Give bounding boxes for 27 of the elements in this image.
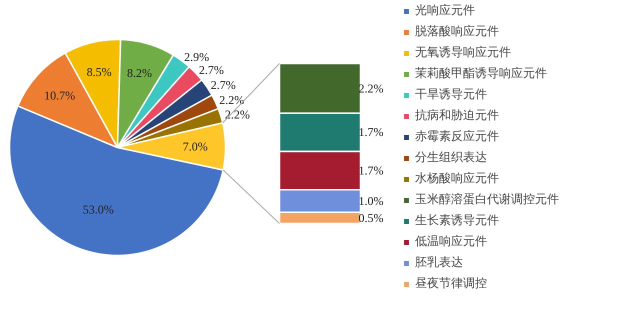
legend-label: 干旱诱导元件 (415, 86, 487, 103)
data-label: 7.0% (182, 140, 208, 154)
data-label: 1.7% (358, 125, 384, 140)
data-label: 2.9% (184, 50, 210, 64)
data-label: 1.0% (358, 194, 384, 208)
data-label: 10.7% (44, 88, 76, 103)
legend-label: 光响应元件 (415, 2, 475, 19)
legend-label: 玉米醇溶蛋白代谢调控元件 (415, 191, 559, 208)
data-label: 8.2% (126, 66, 152, 80)
data-label: 2.2% (224, 107, 250, 122)
data-label: 8.5% (86, 64, 112, 79)
data-label: 2.7% (210, 78, 236, 92)
legend-label: 分生组织表达 (415, 149, 487, 166)
legend-label: 水杨酸响应元件 (415, 170, 499, 187)
legend-label: 抗病和胁迫元件 (415, 107, 499, 124)
data-label: 53.0% (82, 202, 114, 216)
legend-label: 无氧诱导响应元件 (415, 44, 511, 61)
legend-label: 茉莉酸甲酯诱导响应元件 (415, 65, 547, 82)
data-label: 2.2% (219, 92, 244, 107)
legend-label: 昼夜节律调控 (415, 275, 487, 292)
legend-label: 生长素诱导元件 (415, 212, 499, 229)
data-label: 2.7% (198, 63, 224, 78)
legend-label: 胚乳表达 (415, 254, 463, 271)
legend-label: 低温响应元件 (415, 233, 487, 250)
legend-label: 脱落酸响应元件 (415, 23, 499, 40)
legend-label: 赤霉素反应元件 (415, 128, 499, 145)
data-label: 1.7% (358, 164, 384, 178)
